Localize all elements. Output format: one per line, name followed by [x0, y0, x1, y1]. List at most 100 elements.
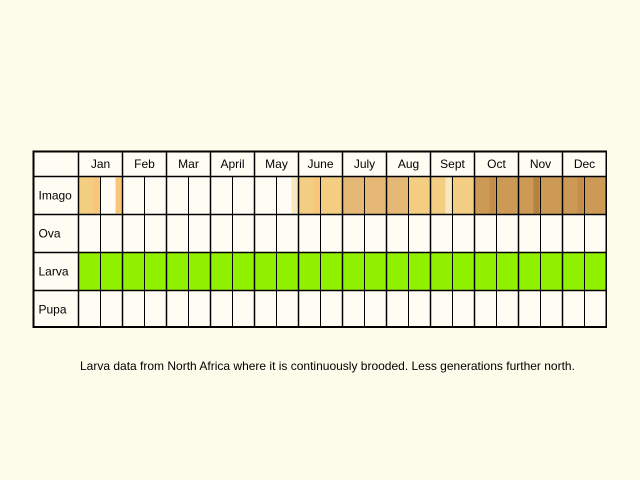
cell-imago-3 — [144, 176, 167, 215]
cell-larva-10 — [298, 252, 321, 291]
table-border — [32, 150, 607, 328]
cell-pupa-3 — [144, 290, 167, 329]
cell-pupa-18 — [474, 290, 497, 329]
cell-pupa-6 — [210, 290, 233, 329]
cell-larva-13 — [364, 252, 387, 291]
cell-imago-23 — [584, 176, 607, 215]
cell-imago-2 — [122, 176, 145, 215]
cell-larva-17 — [452, 252, 475, 291]
cell-pupa-11 — [320, 290, 343, 329]
month-label-april: April — [220, 157, 244, 171]
cell-ova-22 — [562, 214, 585, 253]
cell-pupa-10 — [298, 290, 321, 329]
cell-ova-6 — [210, 214, 233, 253]
cell-ova-9 — [276, 214, 299, 253]
cell-ova-4 — [166, 214, 189, 253]
cell-ova-8 — [254, 214, 277, 253]
cell-pupa-9 — [276, 290, 299, 329]
phenology-table: Jan Feb Mar April May June July Aug Sept Oct Nov De… — [32, 150, 607, 329]
header-row — [33, 151, 607, 177]
cell-pupa-16 — [430, 290, 453, 329]
month-label-mar: Mar — [178, 157, 199, 171]
cell-larva-9 — [276, 252, 299, 291]
cell-pupa-17 — [452, 290, 475, 329]
cell-ova-2 — [122, 214, 145, 253]
month-label-jan: Jan — [91, 157, 110, 171]
cell-pupa-13 — [364, 290, 387, 329]
cell-ova-12 — [342, 214, 365, 253]
stripe-imago-5 — [489, 177, 496, 214]
stage-label-cell-imago — [33, 176, 79, 215]
cell-imago-19 — [496, 176, 519, 215]
cell-larva-12 — [342, 252, 365, 291]
stripe-imago-1 — [115, 177, 122, 214]
stage-label-imago: Imago — [39, 189, 73, 203]
stripe-imago-0 — [93, 177, 100, 214]
cell-ova-20 — [518, 214, 541, 253]
cell-larva-6 — [210, 252, 233, 291]
cell-imago-8 — [254, 176, 277, 215]
cell-larva-2 — [122, 252, 145, 291]
month-label-aug: Aug — [398, 157, 419, 171]
cell-pupa-4 — [166, 290, 189, 329]
cell-imago-5 — [188, 176, 211, 215]
cell-ova-17 — [452, 214, 475, 253]
cell-imago-6 — [210, 176, 233, 215]
month-label-sept: Sept — [440, 157, 465, 171]
cell-pupa-8 — [254, 290, 277, 329]
stage-label-larva: Larva — [39, 265, 69, 279]
stage-label-pupa: Pupa — [39, 303, 67, 317]
cell-larva-11 — [320, 252, 343, 291]
cell-larva-3 — [144, 252, 167, 291]
cell-larva-0 — [78, 252, 101, 291]
stage-label-cell-ova — [33, 214, 79, 253]
cell-ova-15 — [408, 214, 431, 253]
caption: Larva data from North Africa where it is… — [80, 359, 575, 373]
cell-pupa-23 — [584, 290, 607, 329]
cell-larva-16 — [430, 252, 453, 291]
cell-ova-7 — [232, 214, 255, 253]
stage-label-ova: Ova — [39, 227, 61, 241]
cell-pupa-0 — [78, 290, 101, 329]
month-label-june: June — [307, 157, 333, 171]
cell-imago-15 — [408, 176, 431, 215]
cell-pupa-14 — [386, 290, 409, 329]
stage-label-cell-pupa — [33, 290, 79, 329]
cell-pupa-1 — [100, 290, 123, 329]
month-label-nov: Nov — [530, 157, 551, 171]
cell-pupa-21 — [540, 290, 563, 329]
cell-larva-19 — [496, 252, 519, 291]
cell-pupa-5 — [188, 290, 211, 329]
cell-pupa-20 — [518, 290, 541, 329]
cell-ova-19 — [496, 214, 519, 253]
cell-larva-22 — [562, 252, 585, 291]
cell-pupa-7 — [232, 290, 255, 329]
month-label-may: May — [265, 157, 288, 171]
cell-imago-21 — [540, 176, 563, 215]
cell-larva-20 — [518, 252, 541, 291]
cell-larva-18 — [474, 252, 497, 291]
cell-pupa-19 — [496, 290, 519, 329]
cell-imago-17 — [452, 176, 475, 215]
cell-ova-1 — [100, 214, 123, 253]
cell-larva-8 — [254, 252, 277, 291]
cell-larva-5 — [188, 252, 211, 291]
month-label-oct: Oct — [487, 157, 506, 171]
cell-imago-12 — [342, 176, 365, 215]
cell-larva-14 — [386, 252, 409, 291]
cell-ova-21 — [540, 214, 563, 253]
cell-larva-7 — [232, 252, 255, 291]
cell-ova-10 — [298, 214, 321, 253]
cell-larva-21 — [540, 252, 563, 291]
cell-pupa-22 — [562, 290, 585, 329]
cell-ova-18 — [474, 214, 497, 253]
cell-ova-0 — [78, 214, 101, 253]
cell-imago-4 — [166, 176, 189, 215]
cell-larva-23 — [584, 252, 607, 291]
stripe-imago-6 — [533, 177, 540, 214]
stripe-imago-2 — [291, 177, 298, 214]
stripe-imago-4 — [445, 177, 452, 214]
stripe-imago-3 — [313, 177, 320, 214]
month-label-feb: Feb — [134, 157, 155, 171]
cell-ova-23 — [584, 214, 607, 253]
